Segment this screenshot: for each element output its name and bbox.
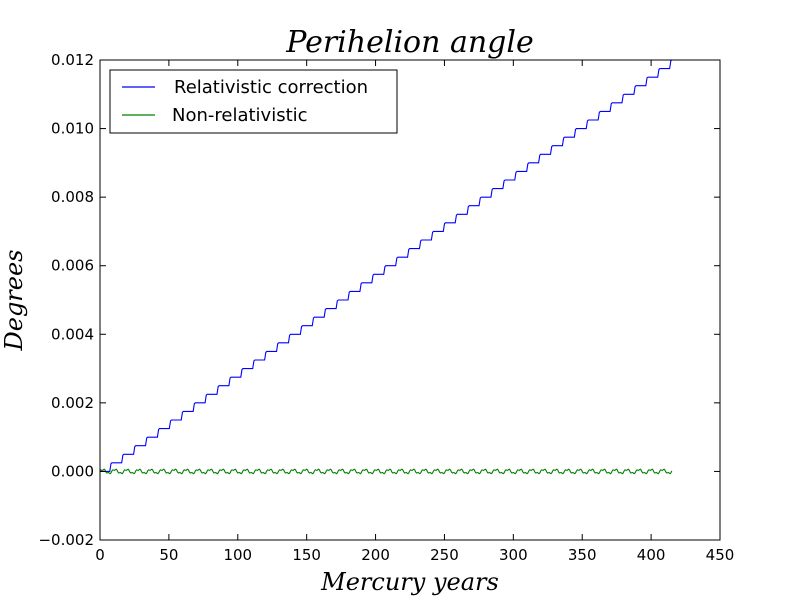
ticks-layer: 0 50 100 150 200 250 300 350 400 450 −0.002 0.000 0.… xyxy=(38,51,734,564)
x-tick-label: 350 xyxy=(568,546,597,564)
x-tick-label: 400 xyxy=(637,546,666,564)
plot-frame xyxy=(99,59,721,541)
y-tick-label: −0.002 xyxy=(38,531,94,549)
y-tick-label: 0.004 xyxy=(51,325,94,343)
y-tick-label: 0.008 xyxy=(51,188,94,206)
x-tick-label: 100 xyxy=(223,546,252,564)
x-tick-label: 250 xyxy=(430,546,459,564)
legend-label-non-relativistic: Non-relativistic xyxy=(172,105,308,126)
x-tick-label: 200 xyxy=(361,546,390,564)
series-layer xyxy=(99,59,673,475)
y-axis-title: Degrees xyxy=(0,249,28,351)
x-axis-title: Mercury years xyxy=(320,568,499,596)
y-tick-label: 0.000 xyxy=(51,462,94,480)
legend-box xyxy=(109,69,398,134)
plot-background xyxy=(100,60,720,540)
x-tick-label: 50 xyxy=(159,546,178,564)
x-tick-label: 450 xyxy=(706,546,735,564)
legend-label-relativistic: Relativistic correction xyxy=(174,77,368,98)
series-line-relativistic xyxy=(100,59,673,472)
y-tick-label: 0.006 xyxy=(51,257,94,275)
y-tick-label: 0.012 xyxy=(51,51,94,69)
x-tick-label: 300 xyxy=(499,546,528,564)
y-tick-label: 0.010 xyxy=(51,120,94,138)
legend: Relativistic correction Non-relativistic xyxy=(109,69,398,134)
series-line-non-relativistic xyxy=(99,468,673,475)
y-tick-label: 0.002 xyxy=(51,394,94,412)
x-tick-label: 150 xyxy=(292,546,321,564)
chart-title: Perihelion angle xyxy=(285,25,533,60)
x-tick-label: 0 xyxy=(95,546,105,564)
